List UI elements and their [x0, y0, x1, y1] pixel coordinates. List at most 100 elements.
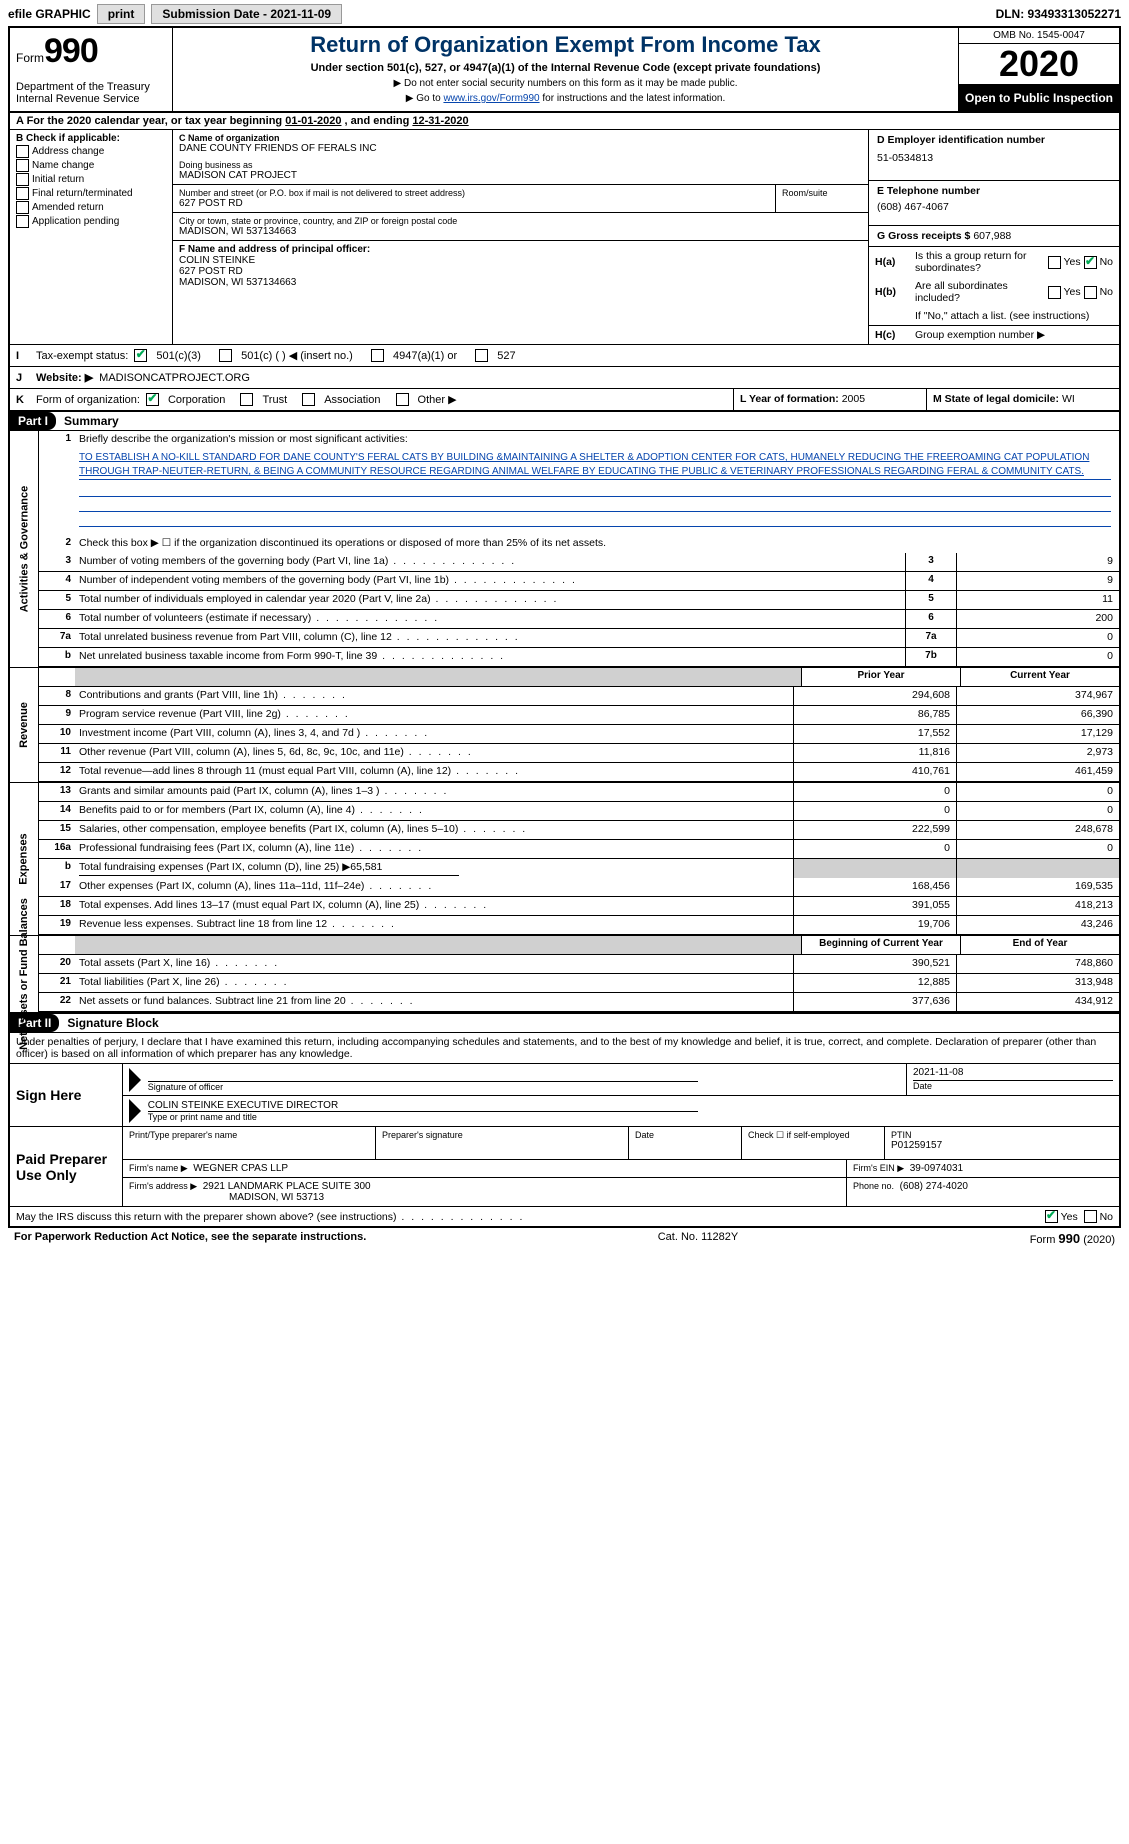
row-k-label: K [16, 394, 30, 406]
table-row: 5Total number of individuals employed in… [39, 591, 1119, 610]
firm-phone-value: (608) 274-4020 [900, 1181, 968, 1192]
exp-section: Expenses 13Grants and similar amounts pa… [10, 782, 1119, 935]
checkbox-icon[interactable] [16, 215, 29, 228]
m-label: M State of legal domicile: [933, 393, 1059, 405]
table-row: 19Revenue less expenses. Subtract line 1… [39, 916, 1119, 935]
cb-label: Application pending [32, 216, 119, 227]
phone-value: (608) 467-4067 [877, 201, 1111, 213]
checkbox-icon[interactable] [16, 201, 29, 214]
preparer-date-cell: Date [629, 1127, 742, 1159]
firm-ein-label: Firm's EIN ▶ [853, 1163, 904, 1173]
checkbox-icon[interactable] [396, 393, 409, 406]
date-label: Date [913, 1081, 1113, 1091]
period-label: A For the 2020 calendar year, or tax yea… [16, 115, 285, 127]
table-row: 16aProfessional fundraising fees (Part I… [39, 840, 1119, 859]
line-desc: Net assets or fund balances. Subtract li… [75, 993, 793, 1011]
firm-addr1: 2921 LANDMARK PLACE SUITE 300 [203, 1181, 371, 1192]
no-label: No [1100, 286, 1113, 298]
firm-addr2: MADISON, WI 53713 [229, 1192, 324, 1203]
form-header: Form990 Department of the Treasury Inter… [10, 28, 1119, 113]
checkbox-icon[interactable] [134, 349, 147, 362]
preparer-sig-label: Preparer's signature [382, 1130, 622, 1140]
instructions-link[interactable]: www.irs.gov/Form990 [443, 93, 539, 104]
col-d: D Employer identification number 51-0534… [869, 130, 1119, 344]
city-value: MADISON, WI 537134663 [179, 226, 862, 237]
line-desc: Other revenue (Part VIII, column (A), li… [75, 744, 793, 762]
firm-addr-cell: Firm's address ▶ 2921 LANDMARK PLACE SUI… [123, 1178, 847, 1206]
checkbox-icon[interactable] [371, 349, 384, 362]
checkbox-icon[interactable] [16, 159, 29, 172]
checkbox-icon[interactable] [302, 393, 315, 406]
checkbox-icon[interactable] [219, 349, 232, 362]
dba-label: Doing business as [179, 160, 862, 170]
cb-amended: Amended return [16, 201, 166, 214]
line-value: 9 [956, 553, 1119, 571]
table-row: 20Total assets (Part X, line 16)390,5217… [39, 955, 1119, 974]
room-label: Room/suite [782, 188, 862, 198]
line-num: 20 [39, 955, 75, 973]
mission-link[interactable]: TO ESTABLISH A NO-KILL STANDARD FOR DANE… [79, 451, 1111, 480]
blank [75, 936, 801, 954]
firm-name-cell: Firm's name ▶ WEGNER CPAS LLP [123, 1160, 847, 1177]
table-row: 14Benefits paid to or for members (Part … [39, 802, 1119, 821]
blank [39, 668, 75, 686]
checkbox-icon[interactable] [1045, 1210, 1058, 1223]
blank-line [79, 497, 1111, 512]
org-name-label: C Name of organization [179, 133, 862, 143]
checkbox-icon[interactable] [1048, 286, 1061, 299]
no-label: No [1100, 1211, 1113, 1223]
line1-num: 1 [39, 431, 75, 449]
open-public-badge: Open to Public Inspection [959, 85, 1119, 111]
table-row: 10Investment income (Part VIII, column (… [39, 725, 1119, 744]
line-current: 0 [956, 840, 1119, 858]
officer-label: F Name and address of principal officer: [179, 244, 370, 255]
website-label: Website: ▶ [36, 371, 93, 384]
col-b-heading: B Check if applicable: [16, 133, 166, 144]
form-number: 990 [44, 32, 98, 70]
checkbox-icon[interactable] [16, 145, 29, 158]
ha-text: Is this a group return for subordinates? [915, 250, 1048, 274]
line-num: 8 [39, 687, 75, 705]
checkbox-icon[interactable] [16, 173, 29, 186]
arrow-icon [129, 1099, 141, 1123]
website-row: J Website: ▶ MADISONCATPROJECT.ORG [10, 366, 1119, 388]
officer-street: 627 POST RD [179, 266, 243, 277]
website-value: MADISONCATPROJECT.ORG [99, 372, 250, 384]
cb-label: Address change [32, 146, 104, 157]
sign-here-label: Sign Here [10, 1064, 122, 1126]
line-box: 6 [905, 610, 956, 628]
dln-label: DLN: 93493313052271 [996, 7, 1121, 21]
street-row: Number and street (or P.O. box if mail i… [173, 185, 868, 213]
print-button[interactable]: print [97, 4, 146, 24]
gross-value: 607,988 [973, 230, 1011, 242]
checkbox-icon[interactable] [240, 393, 253, 406]
hc-label: H(c) [875, 329, 915, 341]
table-row: 12Total revenue—add lines 8 through 11 (… [39, 763, 1119, 782]
checkbox-icon[interactable] [146, 393, 159, 406]
checkbox-icon[interactable] [1084, 256, 1097, 269]
exp-label-text: Expenses [18, 833, 30, 884]
line-current: 0 [956, 783, 1119, 801]
submission-date-button[interactable]: Submission Date - 2021-11-09 [151, 4, 342, 24]
ptin-label: PTIN [891, 1130, 1113, 1140]
footer-form-word: Form [1030, 1234, 1056, 1246]
checkbox-icon[interactable] [1084, 286, 1097, 299]
gov-section: Activities & Governance 1 Briefly descri… [10, 431, 1119, 667]
line2-row: 2 Check this box ▶ ☐ if the organization… [39, 535, 1119, 553]
checkbox-icon[interactable] [16, 187, 29, 200]
table-row: 9Program service revenue (Part VIII, lin… [39, 706, 1119, 725]
table-row: 13Grants and similar amounts paid (Part … [39, 783, 1119, 802]
header-mid: Return of Organization Exempt From Incom… [173, 28, 958, 111]
org-name: DANE COUNTY FRIENDS OF FERALS INC [179, 143, 862, 154]
cb-final-return: Final return/terminated [16, 187, 166, 200]
hc-text: Group exemption number ▶ [915, 329, 1045, 341]
form-border: Form990 Department of the Treasury Inter… [8, 26, 1121, 1228]
row-j-label: J [16, 372, 30, 384]
line-current: 2,973 [956, 744, 1119, 762]
table-row: 22Net assets or fund balances. Subtract … [39, 993, 1119, 1012]
checkbox-icon[interactable] [475, 349, 488, 362]
checkbox-icon[interactable] [1084, 1210, 1097, 1223]
checkbox-icon[interactable] [1048, 256, 1061, 269]
line-num: 13 [39, 783, 75, 801]
line-num: 12 [39, 763, 75, 781]
